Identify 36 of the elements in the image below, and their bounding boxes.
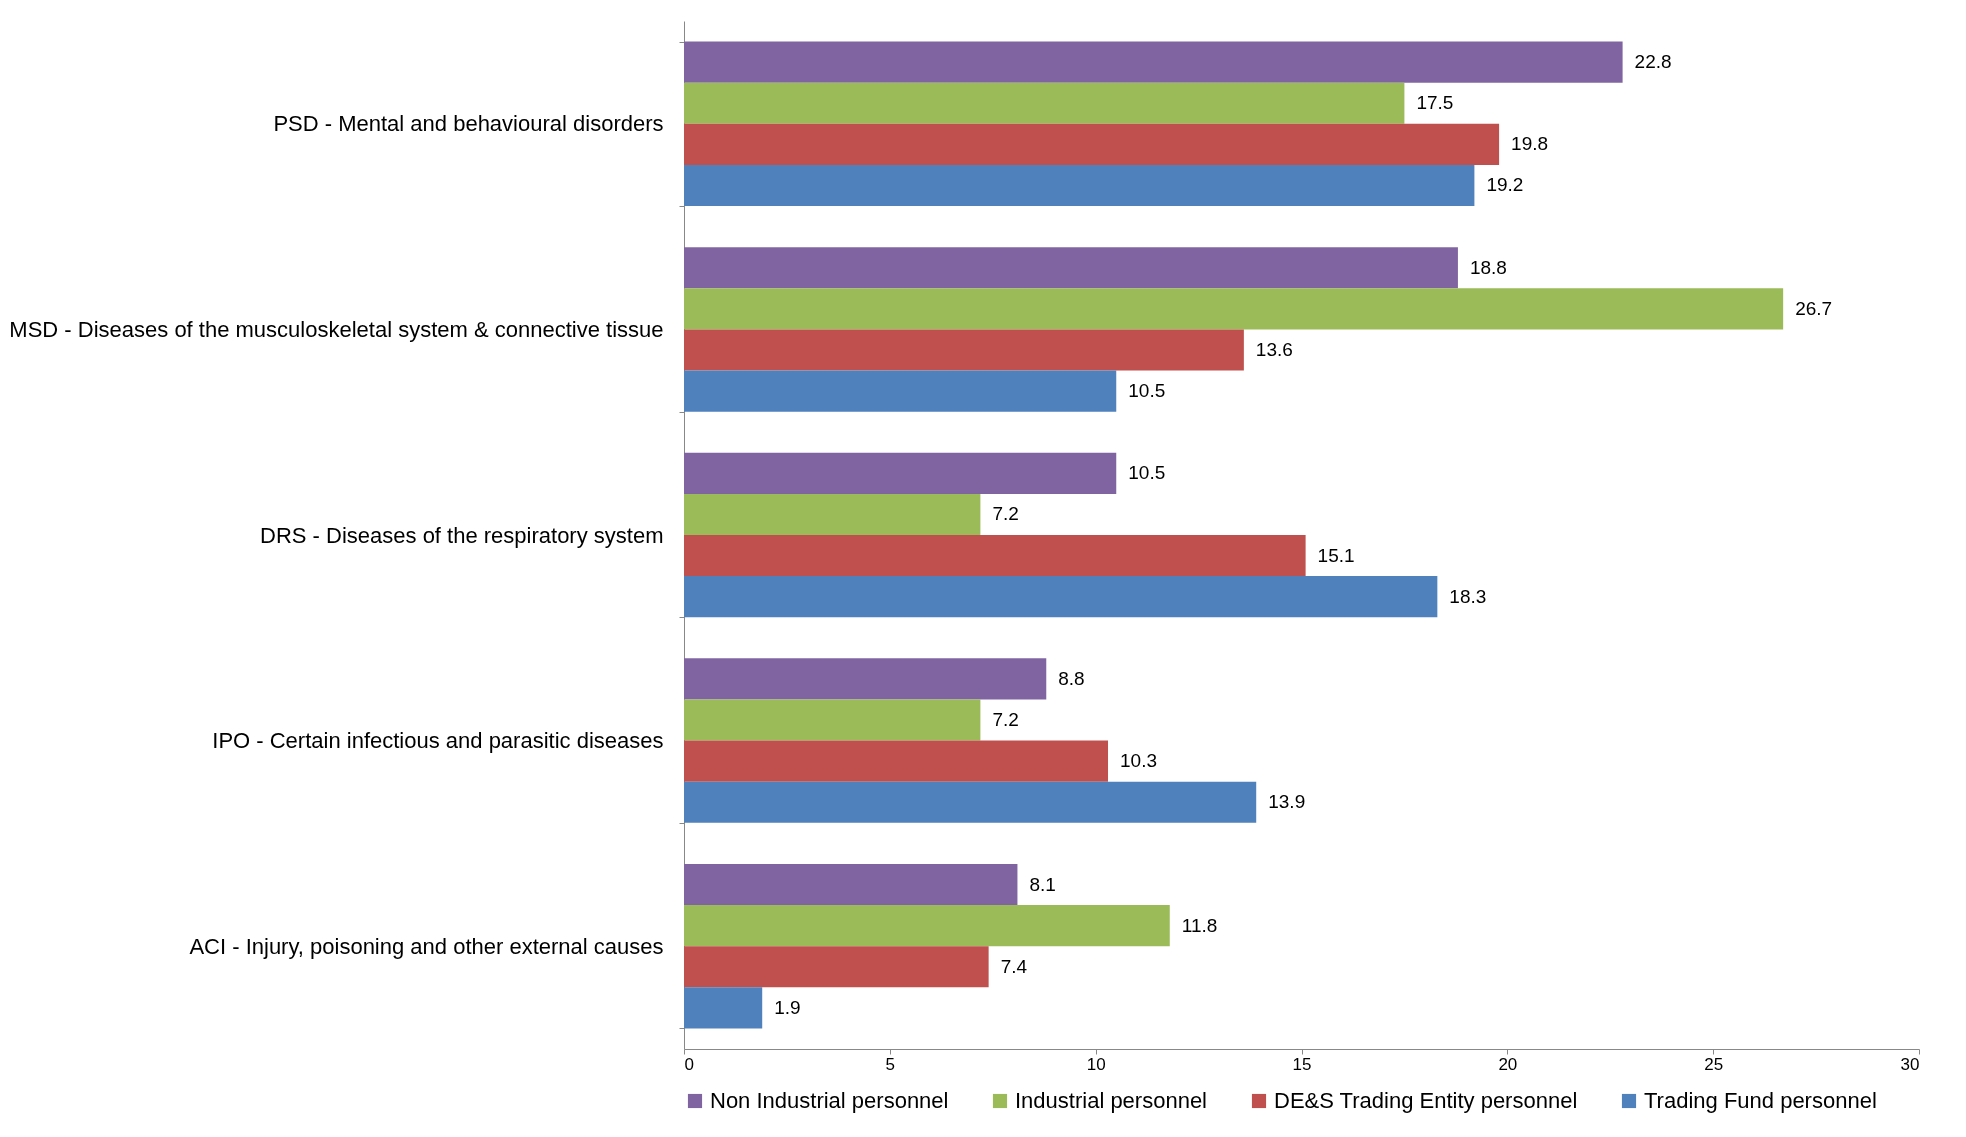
y-tick-label: DRS - Diseases of the respiratory system (260, 522, 664, 548)
data-label: 10.3 (1120, 750, 1157, 772)
data-label: 13.9 (1268, 791, 1306, 813)
legend-label: DE&S Trading Entity personnel (1274, 1088, 1578, 1113)
x-tick-label: 15 (1292, 1054, 1312, 1074)
y-tick-label: PSD - Mental and behavioural disorders (273, 111, 664, 137)
x-tick-label: 0 (684, 1054, 694, 1074)
data-label: 1.9 (774, 996, 801, 1018)
data-label: 11.8 (1181, 914, 1218, 936)
data-label: 19.2 (1486, 174, 1524, 196)
data-label: 13.6 (1255, 338, 1293, 360)
x-tick-label: 5 (885, 1054, 896, 1074)
data-label: 7.4 (1000, 955, 1028, 977)
data-label: 26.7 (1795, 297, 1833, 319)
y-tick-label: IPO - Certain infectious and parasitic diseases (212, 728, 664, 754)
data-label: 10.5 (1128, 380, 1166, 402)
x-tick-label: 10 (1086, 1054, 1106, 1074)
data-label: 17.5 (1416, 92, 1454, 114)
data-label: 8.1 (1029, 873, 1056, 895)
data-label: 22.8 (1634, 51, 1672, 73)
legend-label: Trading Fund personnel (1644, 1088, 1877, 1113)
data-label: 18.3 (1449, 585, 1487, 607)
data-label: 19.8 (1511, 133, 1549, 155)
data-label: 7.2 (992, 709, 1019, 731)
legend-label: Non Industrial personnel (710, 1088, 949, 1113)
x-tick-label: 30 (1900, 1054, 1920, 1074)
data-label: 15.1 (1317, 544, 1355, 566)
y-tick-label: ACI - Injury, poisoning and other external causes (189, 933, 664, 959)
x-tick-label: 20 (1498, 1054, 1518, 1074)
data-label: 8.8 (1058, 667, 1085, 689)
data-label: 7.2 (992, 503, 1019, 525)
y-tick-label: MSD - Diseases of the musculoskeletal system & connective tissue (9, 316, 664, 342)
x-tick-label: 25 (1704, 1054, 1724, 1074)
data-label: 10.5 (1128, 462, 1166, 484)
data-label: 18.8 (1469, 256, 1507, 278)
legend-label: Industrial personnel (1015, 1088, 1208, 1113)
